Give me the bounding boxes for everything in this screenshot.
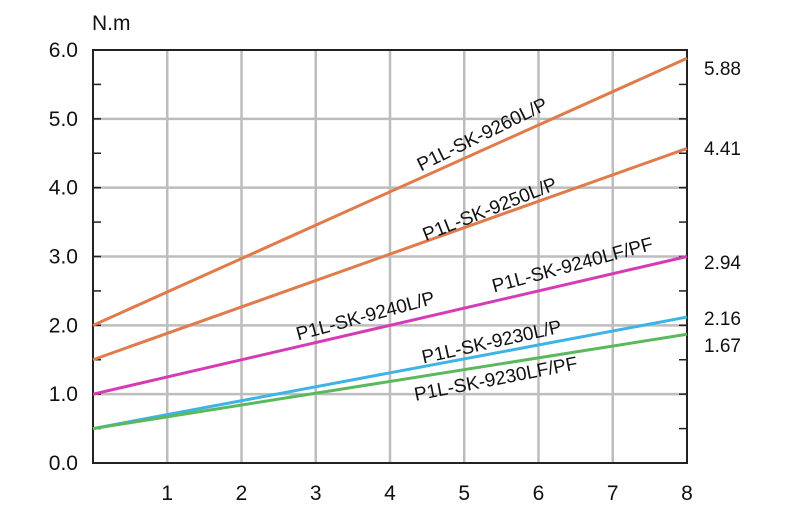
series-line-0 [92, 56, 688, 327]
series-line-4 [92, 332, 688, 431]
series-line-2 [92, 255, 688, 396]
x-tick-label: 8 [681, 482, 693, 505]
y-tick-label: 5.0 [49, 108, 78, 131]
y-axis-ticks: 0.0 1.0 2.0 3.0 4.0 5.0 6.0 [49, 39, 78, 475]
series-line-3 [92, 315, 688, 431]
y-tick-label: 0.0 [49, 452, 78, 475]
x-tick-label: 6 [533, 482, 545, 505]
x-tick-label: 4 [384, 482, 396, 505]
series-name-label: P1L-SK-9240LF/PF [490, 234, 656, 297]
x-axis-ticks: 1 2 3 4 5 6 7 8 [161, 482, 692, 505]
end-value-label: 4.41 [704, 139, 741, 160]
end-value-label: 2.16 [704, 309, 741, 330]
y-tick-label: 1.0 [49, 383, 78, 406]
series-name-label: P1L-SK-9260L/P [414, 94, 551, 176]
x-tick-label: 5 [458, 482, 470, 505]
y-tick-label: 2.0 [49, 314, 78, 337]
end-value-label: 1.67 [704, 336, 741, 357]
y-tick-label: 3.0 [49, 246, 78, 269]
x-tick-label: 2 [236, 482, 248, 505]
series-name-labels: P1L-SK-9260L/PP1L-SK-9250L/PP1L-SK-9240L… [294, 94, 655, 406]
x-tick-label: 7 [607, 482, 619, 505]
y-tick-label: 4.0 [49, 177, 78, 200]
y-tick-label: 6.0 [49, 39, 78, 62]
x-tick-label: 3 [310, 482, 322, 505]
x-tick-label: 1 [161, 482, 173, 505]
end-value-label: 5.88 [704, 59, 741, 80]
end-value-labels: 5.88 4.41 2.94 2.16 1.67 [704, 59, 741, 357]
end-value-label: 2.94 [704, 253, 741, 274]
series-lines [92, 56, 688, 431]
series-line-1 [92, 147, 688, 362]
y-axis-unit-label: N.m [92, 12, 131, 35]
